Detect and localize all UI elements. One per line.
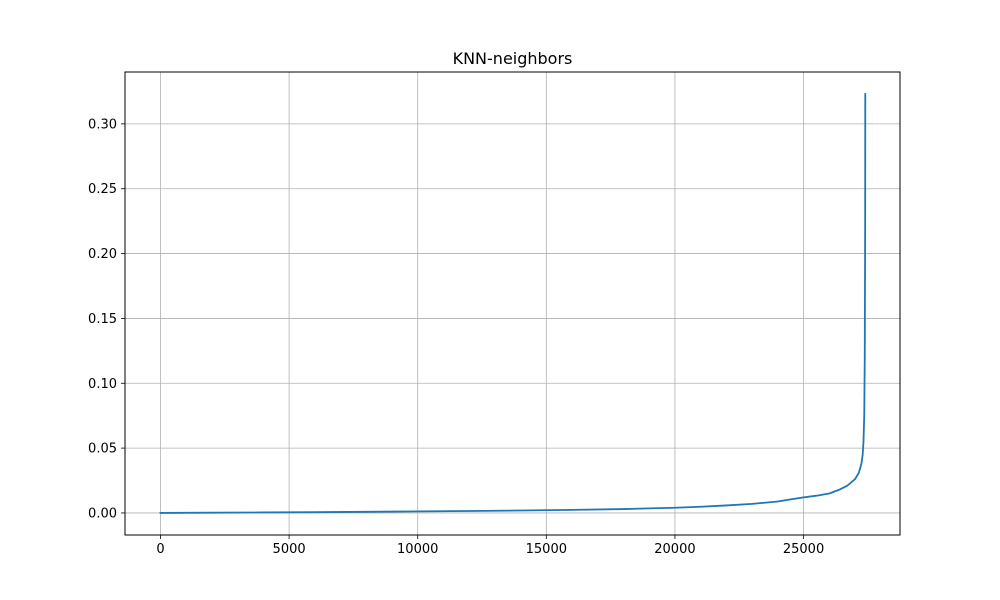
y-tick-label: 0.05: [88, 442, 117, 457]
x-tick-label: 20000: [654, 542, 695, 557]
x-tick-label: 25000: [783, 542, 824, 557]
y-tick-label: 0.25: [88, 182, 117, 197]
series-line: [159, 93, 867, 514]
grid-lines: [125, 72, 900, 535]
plot-area-frame: [124, 71, 901, 536]
y-axis: 0.00 0.05 0.10 0.15 0.20 0.25 0.30: [88, 117, 125, 521]
x-tick-label: 10000: [397, 542, 438, 557]
x-tick-label: 0: [156, 542, 164, 557]
series-layer: [159, 93, 867, 514]
y-tick-label: 0.10: [88, 377, 117, 392]
y-tick-label: 0.15: [88, 312, 117, 327]
chart-title: KNN-neighbors: [453, 49, 573, 68]
y-tick-label: 0.30: [88, 117, 117, 132]
x-axis: 0 5000 10000 15000 20000 25000: [156, 535, 824, 557]
x-tick-label: 5000: [273, 542, 306, 557]
y-tick-label: 0.20: [88, 247, 117, 262]
y-tick-label: 0.00: [88, 506, 117, 521]
x-tick-label: 15000: [526, 542, 567, 557]
